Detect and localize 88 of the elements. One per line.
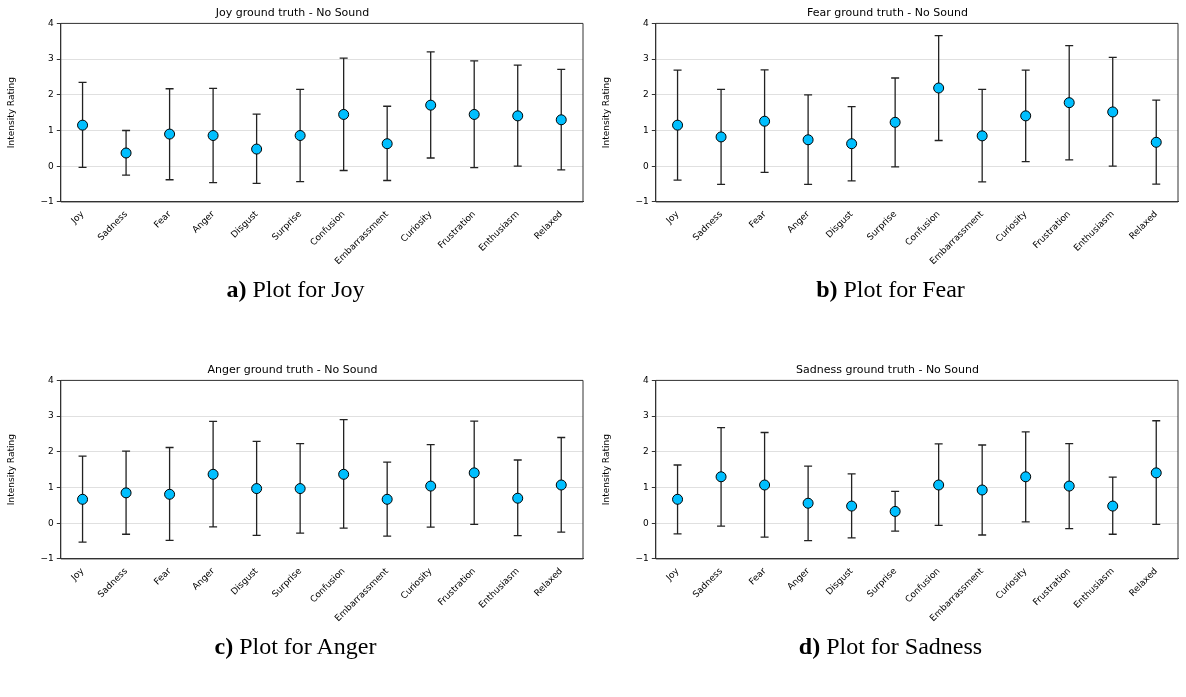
y-tick-label: 2 — [643, 446, 649, 457]
y-axis-title: Intensity Rating — [5, 77, 16, 149]
point — [381, 493, 393, 505]
point — [164, 128, 176, 140]
point — [672, 119, 684, 131]
y-tick-label: 2 — [48, 446, 54, 457]
y-tick-label: 0 — [643, 160, 650, 171]
point — [1107, 106, 1119, 118]
y-tick-label: 4 — [643, 17, 650, 28]
point — [555, 479, 567, 491]
y-axis-title: Intensity Rating — [5, 434, 16, 506]
point — [672, 493, 684, 505]
y-axis-title: Intensity Rating — [600, 77, 611, 149]
text: b) Plot for Fear — [815, 276, 966, 303]
point — [338, 108, 350, 120]
point — [976, 130, 988, 142]
y-tick-label: 3 — [48, 53, 54, 64]
chart-title: Sadness ground truth - No Sound — [796, 362, 979, 376]
y-axis-title: Intensity Rating — [600, 434, 611, 506]
point — [933, 479, 945, 491]
y-tick-label: −1 — [40, 196, 54, 207]
point — [715, 131, 727, 143]
y-tick-label: 1 — [643, 124, 649, 135]
x-tick-label: Joy — [68, 208, 87, 227]
y-tick-label: 2 — [643, 89, 649, 100]
point — [425, 99, 437, 111]
x-tick-label: Joy — [663, 208, 682, 227]
text: d) Plot for Sadness — [797, 633, 984, 660]
y-tick-label: 4 — [48, 17, 55, 28]
point — [207, 468, 219, 480]
chart-title: Anger ground truth - No Sound — [207, 362, 378, 376]
point — [294, 130, 306, 141]
point — [1150, 467, 1162, 479]
point — [1020, 471, 1032, 483]
y-tick-label: −1 — [635, 196, 649, 207]
point — [889, 505, 901, 517]
point — [976, 484, 988, 496]
y-tick-label: 3 — [643, 410, 649, 421]
point — [1063, 97, 1075, 109]
y-tick-label: 3 — [48, 410, 54, 421]
point — [77, 493, 89, 505]
point — [207, 130, 219, 141]
y-tick-label: 4 — [48, 374, 55, 385]
chart-title: Joy ground truth - No Sound — [214, 5, 370, 19]
point — [846, 500, 858, 512]
x-tick-label: Joy — [68, 565, 87, 584]
point — [338, 468, 350, 480]
text: c) Plot for Anger — [213, 633, 378, 660]
point — [120, 147, 132, 159]
point — [1063, 480, 1075, 492]
point — [251, 143, 263, 155]
point — [381, 138, 393, 150]
point — [512, 492, 524, 504]
point — [889, 116, 901, 128]
point — [802, 497, 814, 509]
x-tick-label: Joy — [663, 565, 682, 584]
point — [468, 108, 480, 120]
text: a) Plot for Joy — [225, 276, 366, 303]
point — [846, 138, 858, 150]
point — [555, 114, 567, 126]
y-tick-label: −1 — [40, 553, 54, 564]
point — [77, 119, 89, 131]
point — [512, 110, 524, 122]
point — [802, 134, 814, 146]
point — [164, 488, 176, 500]
y-tick-label: 1 — [48, 124, 54, 135]
y-tick-label: 1 — [643, 481, 649, 492]
y-tick-label: −1 — [635, 553, 649, 564]
y-tick-label: 1 — [48, 481, 54, 492]
point — [468, 467, 480, 479]
point — [294, 483, 306, 495]
point — [1107, 500, 1119, 512]
y-tick-label: 0 — [643, 517, 650, 528]
y-tick-label: 0 — [48, 160, 55, 171]
point — [251, 483, 263, 495]
point — [759, 115, 771, 127]
point — [425, 480, 437, 492]
y-tick-label: 4 — [643, 374, 650, 385]
point — [120, 487, 132, 499]
y-tick-label: 3 — [643, 53, 649, 64]
point — [715, 471, 727, 483]
point — [933, 82, 945, 94]
point — [1020, 110, 1032, 122]
y-tick-label: 0 — [48, 517, 55, 528]
chart-title: Fear ground truth - No Sound — [807, 5, 968, 19]
y-tick-label: 2 — [48, 89, 54, 100]
point — [1150, 136, 1162, 148]
point — [759, 479, 771, 491]
